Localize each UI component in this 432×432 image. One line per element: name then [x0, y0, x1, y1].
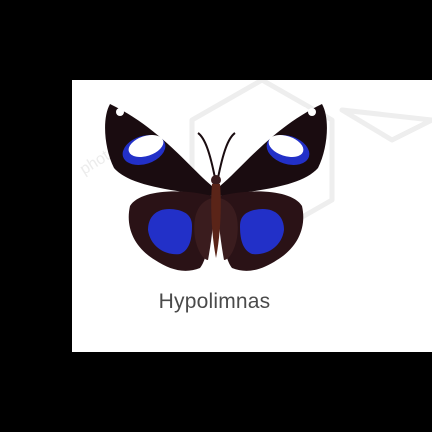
- right-hindwing-shading: [218, 198, 238, 260]
- left-hindwing-shading: [194, 198, 214, 260]
- watermark-hexagon-edge: [339, 107, 432, 143]
- right-tip-spot-2: [301, 107, 307, 113]
- left-blue-patch: [148, 208, 192, 255]
- right-forewing-white: [268, 134, 304, 158]
- left-antenna: [197, 132, 216, 179]
- right-tip-spot: [308, 108, 316, 116]
- left-tip-spot: [116, 108, 124, 116]
- left-tip-spot-2: [125, 107, 131, 113]
- species-caption: Hypolimnas: [158, 290, 271, 313]
- left-forewing-white: [128, 134, 164, 158]
- butterfly-body: [211, 184, 221, 258]
- butterfly-illustration: [105, 104, 327, 271]
- butterfly-head: [211, 175, 221, 185]
- right-antenna: [217, 132, 236, 179]
- illustration-card: photos: [72, 80, 432, 352]
- right-blue-patch: [240, 208, 284, 255]
